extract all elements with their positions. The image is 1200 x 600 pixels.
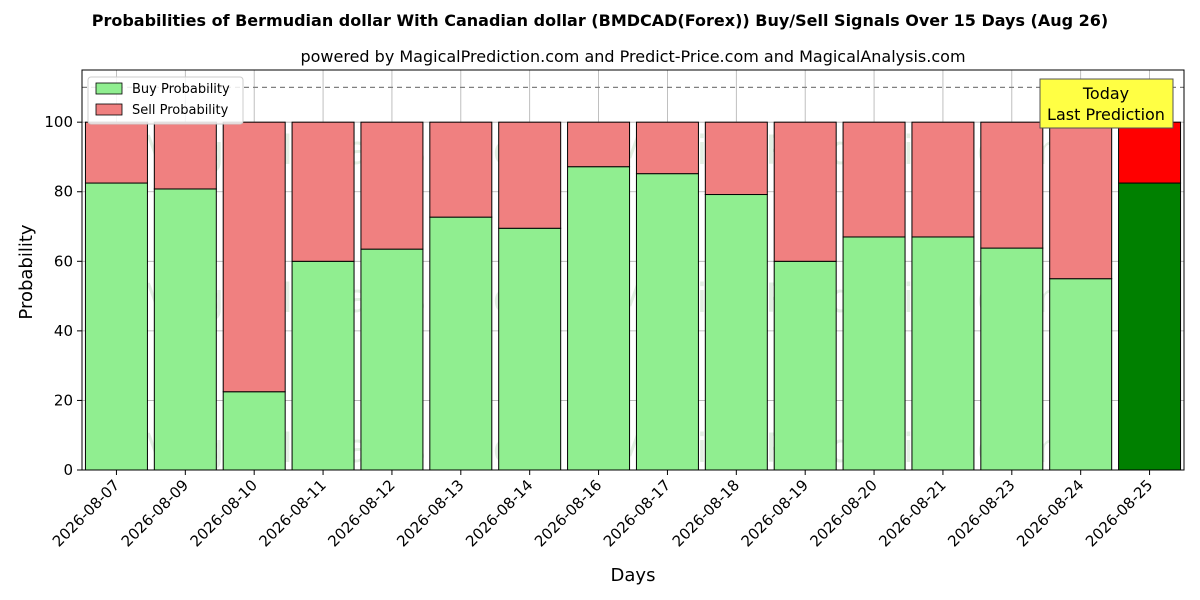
bar-buy — [84, 182, 148, 471]
bars — [84, 121, 1182, 471]
bar-sell — [360, 121, 424, 250]
y-axis-ticks: 0 20 40 60 80 100 — [44, 113, 82, 479]
chart-subtitle: powered by MagicalPrediction.com and Pre… — [300, 47, 965, 66]
bar-buy — [1118, 182, 1182, 471]
today-label: Today — [1082, 84, 1129, 103]
x-tick-label: 2026-08-07 — [49, 476, 123, 550]
last-prediction-label: Last Prediction — [1047, 105, 1165, 124]
bar-sell — [84, 121, 148, 184]
y-tick-label: 100 — [44, 113, 73, 131]
x-tick-label: 2026-08-17 — [600, 476, 674, 550]
x-tick-label: 2026-08-23 — [944, 476, 1018, 550]
bar-buy — [842, 236, 906, 471]
bar-sell — [153, 121, 217, 190]
x-tick-label: 2026-08-24 — [1013, 476, 1087, 550]
bar-buy — [980, 247, 1044, 471]
y-tick-label: 20 — [54, 391, 73, 409]
bar-buy — [635, 173, 699, 471]
x-tick-label: 2026-08-18 — [669, 476, 743, 550]
bar-sell — [567, 121, 631, 168]
x-tick-label: 2026-08-09 — [118, 476, 192, 550]
legend-swatch-buy — [95, 82, 123, 95]
legend-box — [87, 76, 244, 125]
legend-swatch-sell — [95, 103, 123, 116]
y-tick-label: 80 — [54, 183, 73, 201]
y-axis-label: Probability — [16, 224, 37, 319]
chart-title: Probabilities of Bermudian dollar With C… — [92, 11, 1109, 30]
bar-sell — [773, 121, 837, 262]
bar-buy — [291, 260, 355, 471]
bar-buy — [773, 260, 837, 471]
y-tick-label: 40 — [54, 322, 73, 340]
legend-label-sell: Sell Probability — [132, 103, 229, 118]
bar-buy — [704, 194, 768, 471]
bar-sell — [842, 121, 906, 238]
bar-sell — [1118, 121, 1182, 184]
bar-sell — [635, 121, 699, 175]
bar-sell — [704, 121, 768, 196]
x-tick-label: 2026-08-11 — [256, 476, 330, 550]
x-axis-ticks: 2026-08-072026-08-092026-08-102026-08-11… — [49, 470, 1156, 550]
x-tick-label: 2026-08-16 — [531, 476, 605, 550]
bar-sell — [911, 121, 975, 238]
x-axis-label: Days — [611, 565, 656, 586]
x-tick-label: 2026-08-20 — [807, 476, 881, 550]
bar-buy — [360, 248, 424, 471]
x-tick-label: 2026-08-10 — [187, 476, 261, 550]
legend: Buy Probability Sell Probability — [87, 76, 244, 125]
bar-sell — [291, 121, 355, 262]
bar-sell — [1049, 121, 1113, 280]
bar-buy — [498, 227, 562, 471]
bar-buy — [911, 236, 975, 471]
bar-sell — [498, 121, 562, 229]
bar-buy — [1049, 278, 1113, 471]
today-annotation: Today Last Prediction — [1039, 78, 1174, 129]
bar-buy — [429, 216, 493, 471]
x-tick-label: 2026-08-25 — [1082, 476, 1156, 550]
bar-buy — [153, 188, 217, 471]
y-tick-label: 60 — [54, 252, 73, 270]
x-tick-label: 2026-08-13 — [393, 476, 467, 550]
x-tick-label: 2026-08-14 — [462, 476, 536, 550]
today-box — [1039, 78, 1174, 129]
bar-buy — [567, 166, 631, 471]
x-tick-label: 2026-08-12 — [324, 476, 398, 550]
bar-sell — [222, 121, 286, 393]
legend-label-buy: Buy Probability — [132, 82, 230, 97]
plot-frame — [81, 69, 1185, 471]
bar-sell — [429, 121, 493, 218]
x-tick-label: 2026-08-21 — [875, 476, 949, 550]
y-tick-label: 0 — [63, 461, 73, 479]
x-tick-label: 2026-08-19 — [738, 476, 812, 550]
bar-buy — [222, 391, 286, 471]
bar-sell — [980, 121, 1044, 249]
